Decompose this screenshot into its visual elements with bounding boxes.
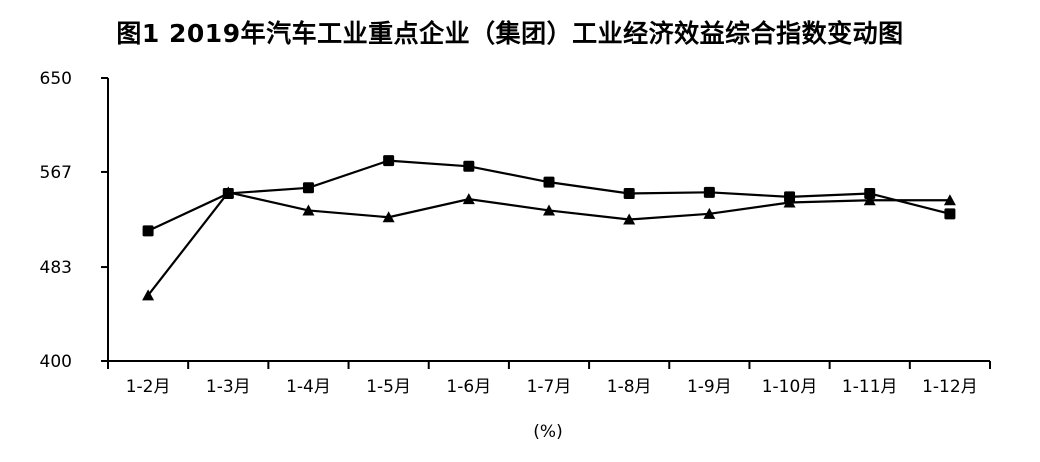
data-point-triangle xyxy=(382,211,395,223)
data-point-square xyxy=(142,225,154,237)
data-point-square xyxy=(864,187,876,199)
data-point-square xyxy=(302,182,314,194)
data-point-triangle xyxy=(222,186,235,198)
y-tick-label: 650 xyxy=(40,69,72,89)
data-point-square xyxy=(463,160,475,172)
y-tick-labels: 650 567 483 400 xyxy=(40,69,72,372)
data-point-square xyxy=(703,186,715,198)
series-triangle xyxy=(142,186,956,301)
y-tick-label: 567 xyxy=(40,163,72,183)
y-tick-label: 483 xyxy=(40,258,72,278)
x-tick-label: 1-5月 xyxy=(366,377,411,397)
series-line xyxy=(147,159,951,232)
x-tick-label: 1-12月 xyxy=(922,377,978,397)
y-tick-label: 400 xyxy=(40,352,72,372)
data-point-triangle xyxy=(783,196,796,208)
data-point-square xyxy=(623,187,635,199)
data-point-triangle xyxy=(703,207,716,219)
x-tick-label: 1-9月 xyxy=(687,377,732,397)
axes xyxy=(101,77,991,369)
x-tick-label: 1-11月 xyxy=(842,377,898,397)
data-point-triangle xyxy=(623,213,636,225)
x-tick-label: 1-7月 xyxy=(527,377,572,397)
series-square xyxy=(142,155,956,237)
data-point-triangle xyxy=(543,204,555,216)
x-tick-label: 1-8月 xyxy=(607,377,652,397)
data-point-triangle xyxy=(462,193,475,205)
x-tick-label: 1-2月 xyxy=(126,377,171,397)
x-tick-label: 1-3月 xyxy=(206,377,251,397)
data-point-triangle xyxy=(943,194,956,206)
x-tick-label: 1-6月 xyxy=(446,377,491,397)
data-point-triangle xyxy=(302,204,315,216)
unit-label: (%) xyxy=(533,422,562,442)
chart-title: 图1 2019年汽车工业重点企业（集团）工业经济效益综合指数变动图 xyxy=(116,19,904,48)
data-point-square xyxy=(543,176,555,188)
data-point-triangle xyxy=(142,289,155,301)
x-tick-label: 1-10月 xyxy=(762,377,818,397)
data-point-square xyxy=(944,208,956,220)
data-point-square xyxy=(383,155,395,167)
data-point-triangle xyxy=(863,194,876,206)
x-tick-labels: 1-2月 1-3月 1-4月 1-5月 1-6月 1-7月 1-8月 1-9月 1-10月 1-1… xyxy=(126,377,978,397)
x-tick-label: 1-4月 xyxy=(286,377,331,397)
series-lines xyxy=(142,155,956,301)
